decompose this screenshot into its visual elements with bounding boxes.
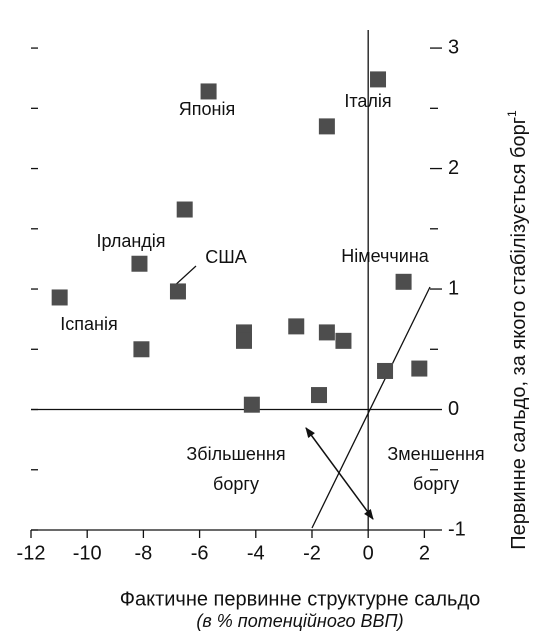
y-axis-label-note: 1 bbox=[505, 110, 519, 117]
point bbox=[370, 71, 387, 88]
point bbox=[288, 318, 305, 335]
point bbox=[176, 201, 193, 218]
point bbox=[411, 360, 428, 377]
x-tick-label: -10 bbox=[73, 542, 102, 564]
point-label: Німеччина bbox=[341, 246, 430, 266]
point bbox=[169, 283, 186, 300]
point-label: Японія bbox=[179, 99, 235, 119]
x-tick-label: 2 bbox=[419, 542, 430, 564]
x-tick-label: -12 bbox=[17, 542, 46, 564]
point bbox=[131, 255, 148, 272]
y-tick-label: -1 bbox=[448, 518, 466, 540]
x-tick-label: 0 bbox=[363, 542, 374, 564]
point bbox=[243, 396, 260, 413]
y-tick-label: 3 bbox=[448, 36, 459, 58]
annotation: боргу bbox=[413, 474, 459, 494]
point bbox=[335, 332, 352, 349]
x-tick-label: -8 bbox=[134, 542, 152, 564]
x-axis-sublabel: (в % потенційного ВВП) bbox=[196, 611, 403, 631]
y-axis-label: Первинне сальдо, за якого стабілізується… bbox=[505, 110, 530, 550]
point-label: Ірландія bbox=[96, 231, 165, 251]
point-label: Іспанія bbox=[60, 314, 117, 334]
annotation: Збільшення bbox=[186, 444, 285, 464]
point bbox=[377, 362, 394, 379]
point-label: США bbox=[205, 247, 247, 267]
x-tick-label: -2 bbox=[303, 542, 321, 564]
annotation: Зменшення bbox=[387, 444, 484, 464]
y-tick-label: 1 bbox=[448, 277, 459, 299]
point bbox=[318, 324, 335, 341]
annotation: боргу bbox=[213, 474, 259, 494]
point bbox=[235, 332, 252, 349]
point-label: Італія bbox=[344, 91, 391, 111]
x-tick-label: -6 bbox=[191, 542, 209, 564]
y-tick-label: 2 bbox=[448, 157, 459, 179]
point bbox=[51, 289, 68, 306]
y-tick-label: 0 bbox=[448, 398, 459, 420]
point bbox=[311, 387, 328, 404]
y-axis-label-text: Первинне сальдо, за якого стабілізується… bbox=[508, 117, 530, 550]
point bbox=[200, 83, 217, 100]
x-axis-label: Фактичне первинне структурне сальдо bbox=[120, 588, 480, 610]
x-tick-label: -4 bbox=[247, 542, 265, 564]
point bbox=[395, 273, 412, 290]
point bbox=[318, 118, 335, 135]
direction-arrow bbox=[305, 427, 374, 520]
point bbox=[133, 341, 150, 358]
